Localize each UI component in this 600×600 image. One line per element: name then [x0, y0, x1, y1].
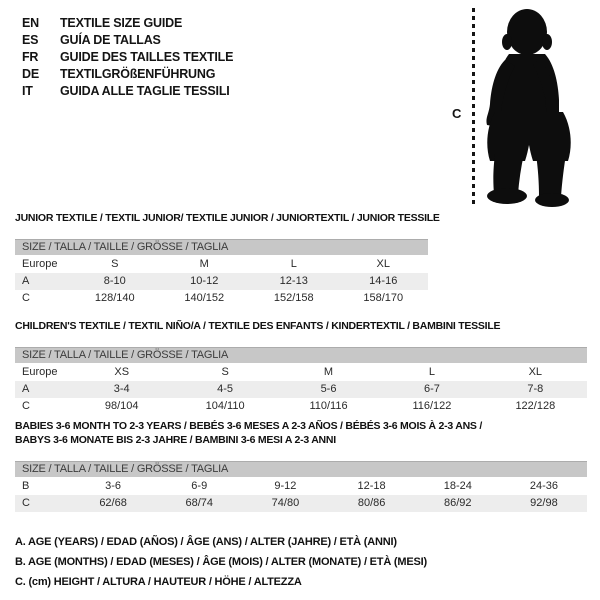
language-row: FR GUIDE DES TAILLES TEXTILE	[22, 49, 233, 66]
size-cell: 92/98	[530, 497, 558, 509]
size-cell: 24-36	[529, 480, 559, 492]
size-cell: 3-4	[113, 383, 130, 395]
size-cell: L	[428, 366, 435, 378]
size-cell: XL	[528, 366, 543, 378]
size-cell: 7-8	[527, 383, 544, 395]
size-cell: 62/68	[99, 497, 127, 509]
row-label: C	[22, 497, 30, 509]
table-rows: Europe S M L XL A 8-10 10-12 12-13 14-16 C 128/140 1…	[15, 256, 428, 307]
table-rows: B 3-6 6-9 9-12 12-18 18-24 24-36 C 62/68 68/74 74/…	[15, 478, 587, 512]
table-title: CHILDREN'S TEXTILE / TEXTIL NIÑO/A / TEX…	[15, 319, 587, 333]
size-cell: 8-10	[103, 275, 126, 287]
row-label: A	[22, 275, 30, 287]
size-cell: XL	[376, 258, 390, 270]
table-row: A 8-10 10-12 12-13 14-16	[15, 273, 428, 290]
row-label: B	[22, 480, 30, 492]
size-cell: 122/128	[515, 400, 556, 412]
size-cell: M	[199, 258, 209, 270]
row-label: C	[22, 292, 30, 304]
table-row: C 98/104 104/110 110/116 116/122 122/128	[15, 398, 587, 415]
table-row: Europe XS S M L XL	[15, 364, 587, 381]
footnote-a: A. AGE (YEARS) / EDAD (AÑOS) / ÂGE (ANS)…	[15, 536, 397, 548]
size-cell: 14-16	[369, 275, 398, 287]
language-row: EN TEXTILE SIZE GUIDE	[22, 15, 233, 32]
size-cell: 74/80	[271, 497, 300, 509]
size-table-children: CHILDREN'S TEXTILE / TEXTIL NIÑO/A / TEX…	[15, 319, 587, 415]
language-code: IT	[22, 84, 33, 98]
size-cell: XS	[114, 366, 130, 378]
size-table-babies: BABIES 3-6 MONTH TO 2-3 YEARS / BEBÉS 3-…	[15, 419, 587, 512]
row-label: C	[22, 400, 30, 412]
language-title-list: EN TEXTILE SIZE GUIDE ES GUÍA DE TALLAS …	[22, 15, 233, 100]
size-cell: 140/152	[184, 292, 225, 304]
language-row: DE TEXTILGRÖßENFÜHRUNG	[22, 66, 233, 83]
language-row: ES GUÍA DE TALLAS	[22, 32, 233, 49]
size-cell: 10-12	[190, 275, 219, 287]
size-cell: 116/122	[412, 400, 452, 412]
size-cell: 18-24	[443, 480, 472, 492]
footnotes: A. AGE (YEARS) / EDAD (AÑOS) / ÂGE (ANS)…	[15, 532, 427, 592]
size-header-label: SIZE / TALLA / TAILLE / GRÖSSE / TAGLIA	[22, 463, 229, 475]
table-title: BABIES 3-6 MONTH TO 2-3 YEARS / BEBÉS 3-…	[15, 419, 587, 447]
language-code: ES	[22, 33, 39, 47]
row-label: Europe	[22, 366, 58, 378]
size-cell: 110/116	[309, 400, 348, 412]
size-cell: S	[111, 258, 119, 270]
size-cell: 9-12	[274, 480, 297, 492]
table-row: C 62/68 68/74 74/80 80/86 86/92 92/98	[15, 495, 587, 512]
language-row: IT GUIDA ALLE TAGLIE TESSILI	[22, 83, 233, 100]
size-cell: 98/104	[104, 400, 139, 412]
size-cell: 158/170	[363, 292, 404, 304]
size-header-label: SIZE / TALLA / TAILLE / GRÖSSE / TAGLIA	[22, 349, 229, 361]
language-title: TEXTILGRÖßENFÜHRUNG	[60, 67, 216, 81]
table-title-line: CHILDREN'S TEXTILE / TEXTIL NIÑO/A / TEX…	[15, 320, 501, 332]
table-row: Europe S M L XL	[15, 256, 428, 273]
size-cell: 6-9	[191, 480, 208, 492]
size-header-bar: SIZE / TALLA / TAILLE / GRÖSSE / TAGLIA	[15, 347, 587, 363]
table-title: JUNIOR TEXTILE / TEXTIL JUNIOR/ TEXTILE …	[15, 211, 440, 225]
size-cell: 152/158	[273, 292, 314, 304]
size-cell: S	[221, 366, 229, 378]
size-cell: 6-7	[423, 383, 440, 395]
size-cell: 104/110	[205, 400, 245, 412]
size-cell: 12-18	[357, 480, 386, 492]
table-row: A 3-4 4-5 5-6 6-7 7-8	[15, 381, 587, 398]
size-cell: 86/92	[444, 497, 472, 509]
row-label: A	[22, 383, 30, 395]
table-rows: Europe XS S M L XL A 3-4 4-5 5-6 6-7 7-8 C 98/104 104/…	[15, 364, 587, 415]
table-title-line: BABIES 3-6 MONTH TO 2-3 YEARS / BEBÉS 3-…	[15, 420, 483, 432]
size-cell: 12-13	[279, 275, 308, 287]
footnote-c: C. (cm) HEIGHT / ALTURA / HAUTEUR / HÖHE…	[15, 576, 302, 588]
size-cell: L	[290, 258, 297, 270]
size-cell: 80/86	[357, 497, 386, 509]
language-title: GUÍA DE TALLAS	[60, 33, 161, 47]
size-header-bar: SIZE / TALLA / TAILLE / GRÖSSE / TAGLIA	[15, 239, 428, 255]
baby-silhouette-icon	[486, 9, 571, 207]
size-cell: 68/74	[185, 497, 214, 509]
language-code: FR	[22, 50, 39, 64]
row-label: Europe	[22, 258, 58, 270]
size-header-label: SIZE / TALLA / TAILLE / GRÖSSE / TAGLIA	[22, 241, 229, 253]
language-title: TEXTILE SIZE GUIDE	[60, 16, 183, 30]
size-table-junior: JUNIOR TEXTILE / TEXTIL JUNIOR/ TEXTILE …	[15, 211, 440, 307]
language-code: DE	[22, 67, 39, 81]
size-cell: M	[323, 366, 334, 378]
language-title: GUIDE DES TAILLES TEXTILE	[60, 50, 234, 64]
size-cell: 4-5	[217, 383, 234, 395]
footnote-b: B. AGE (MONTHS) / EDAD (MESES) / ÂGE (MO…	[15, 556, 427, 568]
size-cell: 128/140	[94, 292, 135, 304]
language-title: GUIDA ALLE TAGLIE TESSILI	[60, 84, 230, 98]
size-header-bar: SIZE / TALLA / TAILLE / GRÖSSE / TAGLIA	[15, 461, 587, 477]
table-title-line: JUNIOR TEXTILE / TEXTIL JUNIOR/ TEXTILE …	[15, 212, 440, 224]
height-measure-label: C	[452, 106, 462, 121]
table-row: B 3-6 6-9 9-12 12-18 18-24 24-36	[15, 478, 587, 495]
table-row: C 128/140 140/152 152/158 158/170	[15, 290, 428, 307]
height-measure-dashed-line	[472, 8, 475, 206]
table-title-line: BABYS 3-6 MONATE BIS 2-3 JAHRE / BAMBINI…	[15, 434, 336, 446]
language-code: EN	[22, 16, 39, 30]
size-cell: 5-6	[320, 383, 337, 395]
size-cell: 3-6	[105, 480, 122, 492]
